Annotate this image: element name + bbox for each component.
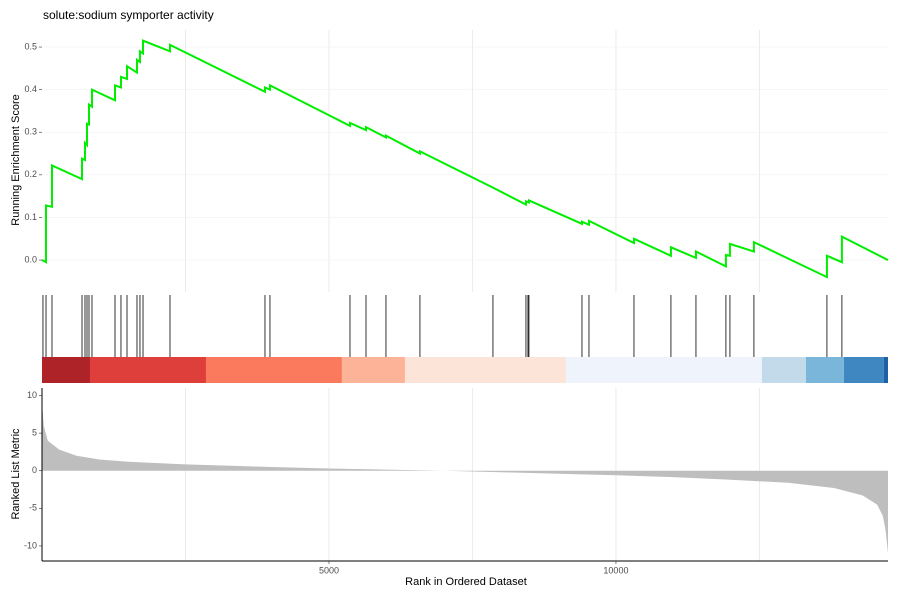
y-tick-label: 0.2: [24, 169, 37, 179]
y-tick-label: 0.4: [24, 84, 37, 94]
x-tick-label: 10000: [603, 565, 628, 575]
chart-title: solute:sodium symporter activity: [43, 8, 214, 22]
y-tick-label: 10: [27, 390, 37, 400]
rank-band: [89, 357, 206, 383]
y-tick-label: 0.1: [24, 212, 37, 222]
rank-band: [565, 357, 762, 383]
rank-band: [883, 357, 888, 383]
rank-band: [341, 357, 405, 383]
rank-band: [761, 357, 806, 383]
y-tick-label: 0.5: [24, 41, 37, 51]
y-tick-label: 0: [32, 465, 37, 475]
x-axis-label: Rank in Ordered Dataset: [405, 576, 527, 588]
rank-band: [42, 357, 90, 383]
rank-band: [205, 357, 342, 383]
metric-area: [42, 403, 888, 554]
rank-band: [404, 357, 566, 383]
y-tick-label: 0.0: [24, 254, 37, 264]
y-tick-label: 0.3: [24, 127, 37, 137]
rank-band: [805, 357, 844, 383]
y-tick-label: -5: [29, 503, 37, 513]
y-axis-label: Running Enrichment Score: [10, 94, 22, 225]
y-axis-label: Ranked List Metric: [10, 428, 22, 520]
y-tick-label: 5: [32, 428, 37, 438]
y-tick-label: -10: [24, 540, 37, 550]
x-tick-label: 5000: [319, 565, 339, 575]
rank-band: [843, 357, 884, 383]
enrichment-line: [41, 39, 889, 279]
